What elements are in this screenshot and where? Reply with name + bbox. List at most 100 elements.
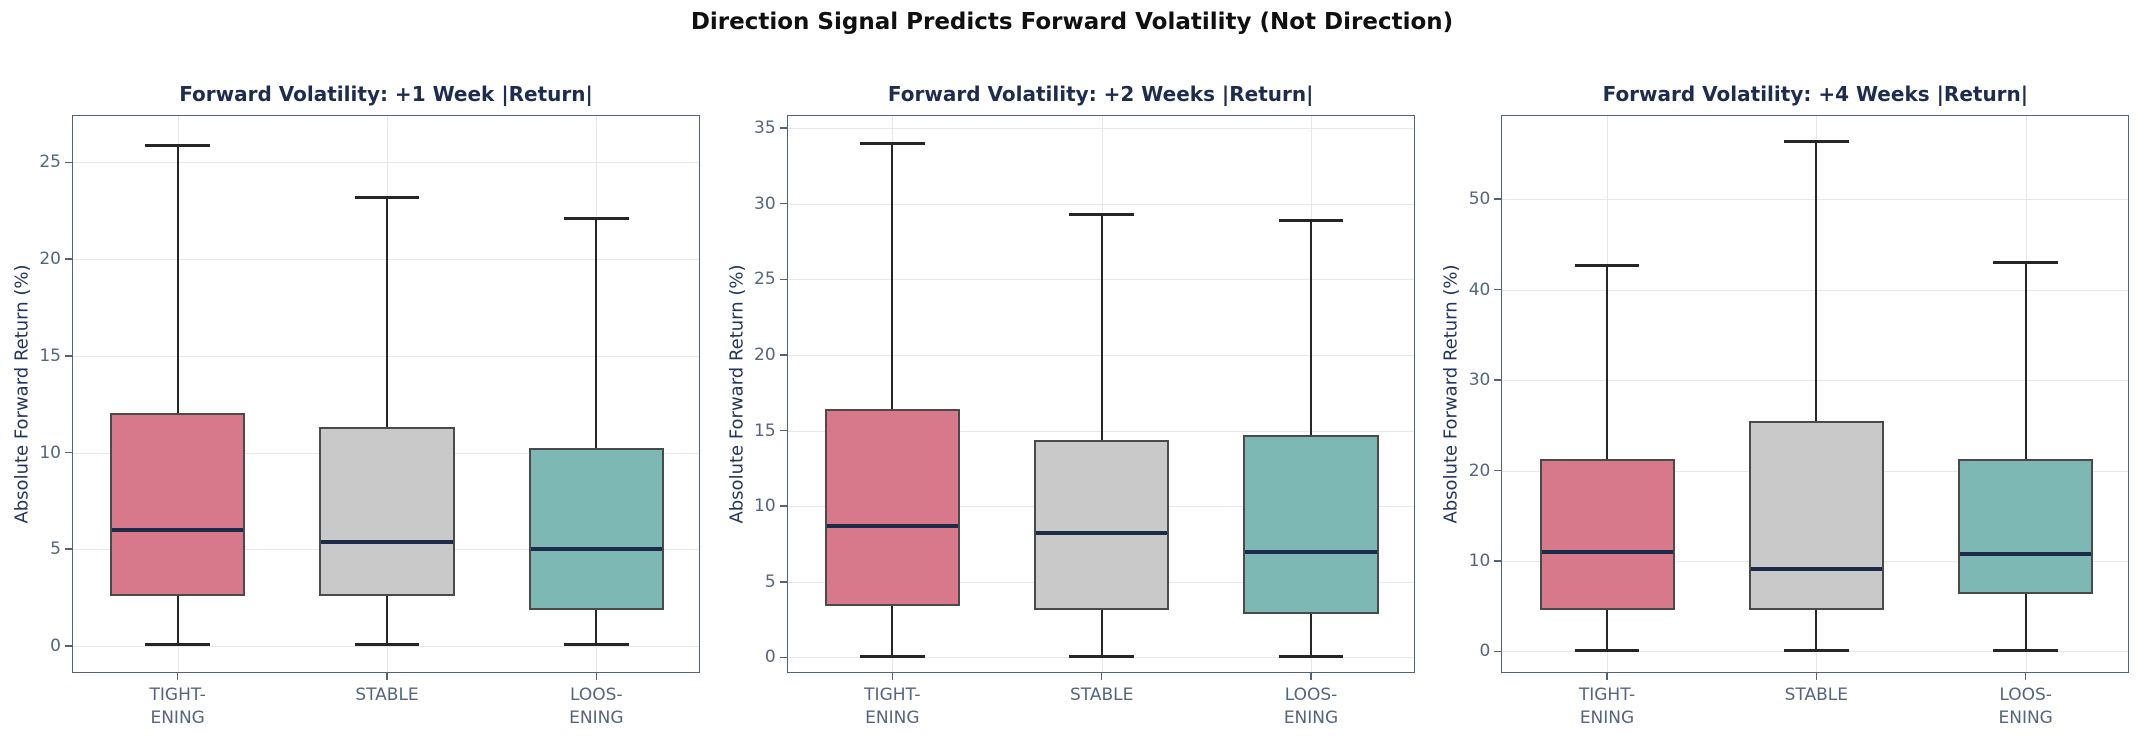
whisker-stable [386, 197, 388, 645]
y-tick-mark [1494, 469, 1503, 472]
whisker-cap-high-tightening [859, 141, 925, 145]
whisker-cap-high-stable [354, 195, 420, 199]
y-tick-mark [779, 656, 788, 659]
x-tick-mark [1310, 672, 1312, 680]
whisker-loosening [2024, 262, 2027, 651]
whisker-cap-high-stable [1069, 212, 1135, 216]
x-tick-mark [386, 672, 388, 680]
whisker-cap-low-tightening [145, 643, 211, 647]
y-axis-label: Absolute Forward Return (%) [11, 264, 33, 524]
y-tick-mark [779, 202, 788, 205]
y-tick-label: 30 [754, 193, 776, 214]
y-tick-label: 25 [754, 269, 776, 290]
y-tick-label: 10 [39, 442, 61, 463]
whisker-cap-low-loosening [563, 643, 629, 647]
x-tick-mark [595, 672, 598, 680]
whisker-cap-high-loosening [563, 217, 629, 220]
figure-title: Direction Signal Predicts Forward Volati… [690, 9, 1454, 35]
whisker-tightening [891, 143, 894, 657]
x-tick-label-loosening: LOOS- ENING [1283, 685, 1339, 728]
x-tick-label-tightening: TIGHT- ENING [864, 685, 921, 728]
y-tick-mark [779, 127, 788, 129]
subplot-plus-2-weeks: Forward Volatility: +2 Weeks |Return| Ab… [715, 40, 1430, 738]
whisker-stable [1100, 214, 1103, 657]
whisker-cap-low-tightening [1574, 648, 1640, 652]
y-tick-label: 20 [1468, 460, 1491, 481]
charts-row: Forward Volatility: +1 Week |Return| Abs… [0, 40, 2144, 738]
plot-area: 0 10 20 30 40 50 TIGHT- ENING STABLE LOOS- ENING [1469, 115, 2130, 728]
y-tick-mark [1494, 560, 1503, 562]
median-stable [1750, 567, 1882, 572]
y-tick-label: 35 [754, 118, 776, 139]
y-tick-mark [1494, 198, 1503, 200]
x-tick-mark [1100, 672, 1103, 680]
y-tick-label: 0 [1479, 641, 1491, 662]
y-tick-mark [779, 354, 788, 356]
whisker-stable [1815, 141, 1818, 651]
x-tick-mark [1606, 672, 1608, 680]
whisker-cap-high-loosening [1278, 218, 1344, 222]
x-tick-mark [1815, 672, 1818, 680]
y-tick-mark [65, 161, 73, 164]
y-tick-label: 15 [754, 420, 776, 441]
median-loosening [1245, 549, 1377, 554]
whisker-cap-low-stable [1069, 655, 1135, 659]
y-tick-mark [1494, 650, 1503, 653]
gridline-horizontal [73, 162, 699, 164]
x-tick-label-stable: STABLE [1069, 685, 1134, 705]
whisker-cap-low-loosening [1993, 648, 2059, 652]
x-tick-label-stable: STABLE [355, 685, 419, 705]
y-tick-mark [1494, 288, 1503, 291]
y-axis-label: Absolute Forward Return (%) [1440, 264, 1462, 524]
y-tick-label: 50 [1468, 189, 1491, 210]
subplot-title: Forward Volatility: +2 Weeks |Return| [887, 82, 1314, 106]
y-tick-mark [779, 581, 788, 583]
y-tick-label: 0 [764, 647, 776, 668]
whisker-cap-low-stable [354, 643, 420, 647]
whisker-loosening [595, 218, 598, 645]
whisker-cap-low-stable [1783, 648, 1849, 652]
subplot-plus-4-weeks: Forward Volatility: +4 Weeks |Return| Ab… [1429, 40, 2144, 738]
median-loosening [530, 547, 662, 552]
median-tightening [1541, 549, 1673, 554]
x-tick-label-stable: STABLE [1784, 685, 1849, 705]
whisker-cap-high-tightening [1574, 263, 1640, 267]
median-tightening [112, 527, 244, 532]
median-loosening [1960, 551, 2092, 556]
whisker-cap-high-stable [1783, 139, 1849, 143]
y-tick-mark [65, 451, 73, 454]
box-tightening [824, 409, 960, 606]
box-loosening [528, 447, 664, 611]
subplot-plus-1-week: Forward Volatility: +1 Week |Return| Abs… [0, 40, 715, 738]
box-stable [319, 427, 455, 596]
y-tick-label: 15 [39, 345, 61, 366]
subplot-title: Forward Volatility: +4 Weeks |Return| [1602, 82, 2029, 106]
y-tick-mark [779, 505, 788, 507]
whisker-tightening [176, 145, 179, 645]
box-loosening [1958, 458, 2094, 594]
y-tick-label: 25 [39, 152, 61, 173]
x-tick-label-loosening: LOOS- ENING [569, 685, 624, 728]
y-tick-mark [1494, 379, 1503, 381]
box-tightening [1539, 458, 1675, 610]
x-tick-label-tightening: TIGHT- ENING [149, 685, 206, 728]
gridline-horizontal [787, 128, 1414, 130]
y-tick-label: 40 [1468, 279, 1491, 300]
x-tick-mark [891, 672, 894, 680]
y-tick-label: 20 [39, 249, 61, 270]
plot-area: 0 5 10 15 20 25 TIGHT- ENING STABLE LOOS- ENING [39, 115, 700, 728]
y-tick-mark [779, 278, 788, 281]
x-tick-label-tightening: TIGHT- ENING [1578, 685, 1636, 728]
median-tightening [826, 523, 958, 528]
y-tick-mark [65, 548, 73, 550]
whisker-tightening [1606, 265, 1608, 651]
whisker-cap-low-tightening [859, 655, 925, 659]
box-stable [1748, 420, 1884, 610]
box-loosening [1243, 435, 1379, 614]
y-tick-mark [65, 355, 73, 357]
whisker-cap-high-loosening [1993, 261, 2059, 264]
y-tick-label: 20 [754, 344, 776, 365]
plot-area: 0 5 10 15 20 25 30 35 TIGHT- ENING STABLE LOOS- EN… [754, 115, 1415, 728]
median-stable [1036, 531, 1168, 536]
